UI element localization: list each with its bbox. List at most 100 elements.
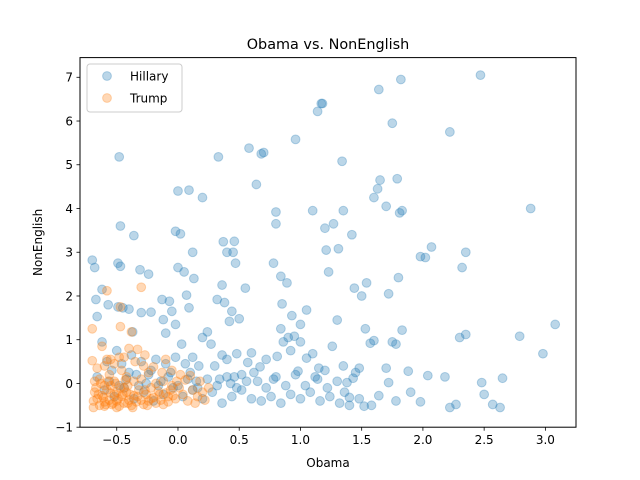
data-point-trump [92, 393, 103, 404]
data-point-trump [115, 302, 126, 312]
x-tick-label: 3.0 [536, 433, 555, 447]
data-point-trump [108, 398, 118, 409]
data-point-hillary [249, 367, 259, 378]
data-point-hillary [212, 380, 223, 391]
data-point-hillary [415, 251, 426, 262]
data-point-hillary [422, 370, 433, 381]
data-point-hillary [327, 341, 338, 352]
data-point-trump [132, 344, 143, 355]
legend-marker-trump [102, 93, 112, 103]
data-point-trump [126, 326, 137, 337]
data-point-trump [146, 393, 156, 404]
data-point-hillary [176, 339, 187, 349]
data-point-hillary [293, 366, 303, 377]
data-point-hillary [391, 339, 401, 349]
data-point-hillary [278, 337, 289, 347]
data-point-hillary [290, 369, 301, 380]
data-point-trump [155, 395, 166, 405]
legend-box [86, 63, 183, 113]
data-point-hillary [338, 361, 349, 371]
data-point-trump [166, 365, 177, 376]
y-tick-label: 7 [65, 71, 73, 85]
data-point-hillary [415, 396, 426, 407]
data-point-trump [151, 398, 161, 409]
x-tick-label: 2.0 [413, 433, 432, 447]
data-point-trump [182, 396, 193, 406]
data-point-trump [168, 390, 178, 401]
data-point-hillary [160, 328, 171, 339]
data-point-hillary [106, 365, 117, 376]
data-point-hillary [136, 307, 147, 318]
data-point-trump [105, 388, 116, 398]
data-point-trump [94, 374, 105, 384]
legend-label-trump: Trump [129, 92, 167, 106]
data-point-hillary [251, 179, 262, 190]
data-point-trump [121, 387, 132, 398]
data-point-trump [143, 396, 154, 406]
data-point-hillary [295, 319, 306, 330]
data-point-hillary [189, 273, 199, 284]
data-point-trump [138, 399, 149, 410]
data-point-hillary [359, 401, 370, 412]
data-point-hillary [158, 314, 169, 325]
data-point-hillary [173, 262, 183, 273]
data-point-trump [125, 389, 136, 400]
data-point-hillary [192, 382, 203, 393]
data-point-hillary [346, 229, 357, 240]
data-point-hillary [405, 387, 416, 398]
y-tick-label: 6 [65, 114, 73, 128]
data-point-hillary [124, 304, 134, 315]
data-point-trump [136, 282, 147, 293]
x-tick-label: 1.5 [352, 433, 371, 447]
data-point-hillary [231, 348, 242, 359]
data-point-trump [99, 396, 110, 407]
data-point-hillary [285, 345, 296, 356]
data-point-hillary [342, 377, 352, 388]
data-point-trump [163, 396, 174, 407]
data-point-hillary [212, 294, 223, 305]
data-point-hillary [277, 298, 287, 309]
data-point-trump [116, 365, 127, 376]
data-point-hillary [99, 385, 110, 395]
data-point-hillary [135, 264, 145, 275]
data-point-trump [122, 398, 133, 409]
data-point-hillary [166, 306, 177, 317]
data-point-hillary [89, 262, 100, 273]
data-point-trump [110, 378, 121, 389]
data-point-hillary [103, 299, 114, 310]
data-point-hillary [324, 391, 335, 402]
data-point-hillary [420, 252, 431, 263]
data-point-hillary [117, 302, 128, 313]
data-point-trump [151, 378, 161, 389]
data-point-trump [114, 401, 125, 412]
data-point-hillary [187, 352, 198, 363]
data-point-trump [87, 355, 98, 366]
data-point-hillary [271, 207, 281, 217]
data-point-hillary [275, 271, 286, 282]
data-point-hillary [280, 380, 291, 391]
data-point-trump [95, 378, 106, 389]
data-point-hillary [115, 261, 126, 272]
data-point-trump [88, 396, 99, 406]
data-point-hillary [271, 218, 281, 229]
data-point-hillary [252, 376, 263, 387]
y-tick-label: 1 [65, 333, 73, 347]
data-point-trump [111, 396, 122, 406]
data-point-hillary [222, 354, 232, 365]
data-point-hillary [218, 236, 229, 247]
data-point-trump [132, 391, 143, 402]
data-point-hillary [387, 118, 398, 129]
data-point-trump [102, 354, 112, 365]
data-point-hillary [115, 221, 126, 231]
data-point-trump [88, 402, 99, 413]
data-point-hillary [133, 380, 144, 391]
data-point-hillary [236, 369, 247, 380]
data-point-trump [146, 382, 156, 393]
data-point-hillary [365, 338, 376, 349]
data-point-trump [195, 376, 205, 387]
data-point-hillary [391, 396, 401, 406]
data-point-hillary [307, 205, 318, 216]
data-point-hillary [173, 186, 183, 196]
data-point-hillary [261, 382, 272, 393]
